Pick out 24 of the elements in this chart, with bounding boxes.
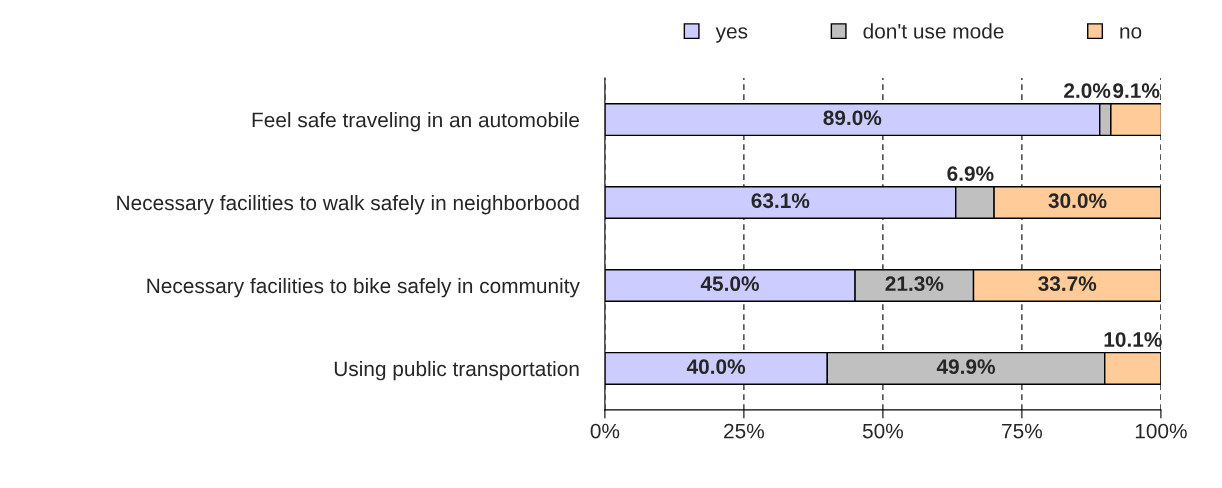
data-label: 45.0% bbox=[700, 276, 759, 292]
legend-label: yes bbox=[715, 27, 748, 43]
data-label: 30.0% bbox=[1048, 193, 1107, 209]
x-tick-label: 0% bbox=[590, 423, 620, 439]
x-tick-label: 50% bbox=[862, 423, 903, 439]
x-tick-label: 100% bbox=[1135, 423, 1187, 439]
data-label: 89.0% bbox=[823, 110, 882, 126]
data-label: 63.1% bbox=[751, 193, 810, 209]
data-label: 2.0% bbox=[1064, 83, 1111, 99]
x-tick-label: 25% bbox=[724, 423, 764, 439]
data-label: 33.7% bbox=[1038, 276, 1097, 292]
y-tick-label: Necessary facilities to walk safely in neighborbood bbox=[117, 194, 579, 215]
y-tick-label: Using public transportation bbox=[334, 360, 579, 381]
data-label: 49.9% bbox=[936, 359, 996, 375]
data-label: 9.1% bbox=[1113, 83, 1160, 99]
data-label: 40.0% bbox=[686, 359, 746, 375]
y-tick-label: Necessary facilities to bike safely in community bbox=[147, 277, 580, 298]
y-tick-label: Feel safe traveling in an automobile bbox=[252, 112, 579, 132]
legend-label: don't use mode bbox=[863, 23, 1004, 39]
legend-label: no bbox=[1120, 27, 1142, 39]
data-label: 6.9% bbox=[947, 166, 994, 181]
data-label: 21.3% bbox=[885, 276, 944, 292]
data-label: 10.1% bbox=[1104, 332, 1162, 347]
x-tick-label: 75% bbox=[1002, 423, 1043, 439]
